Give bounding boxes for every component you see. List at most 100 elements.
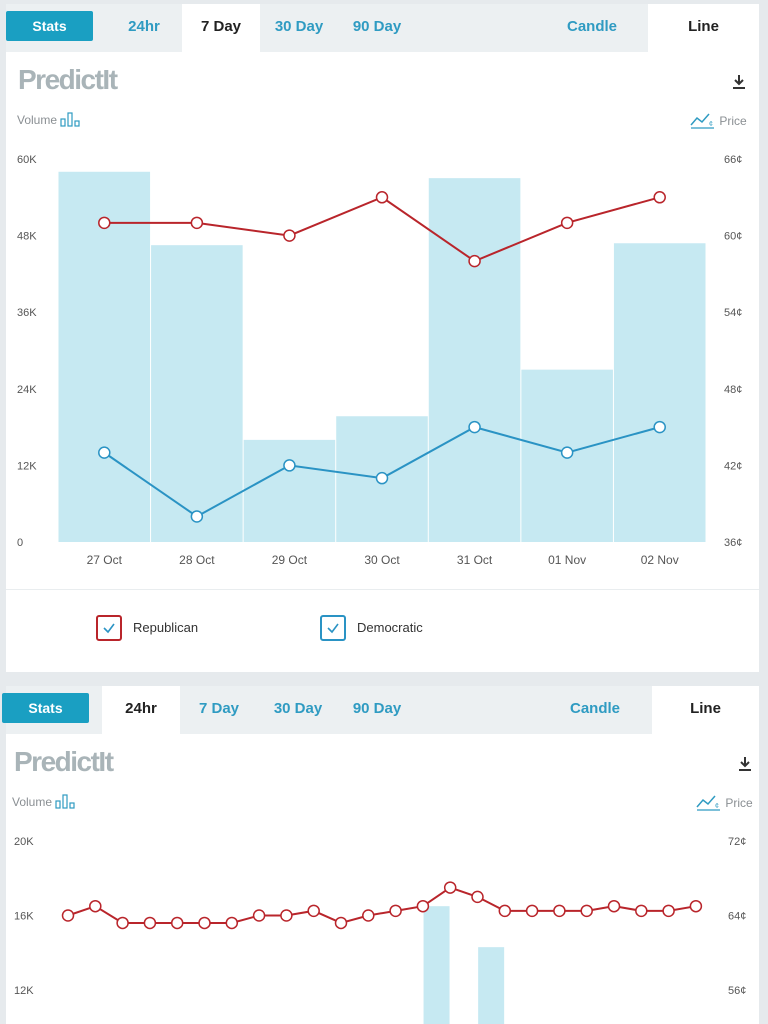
data-point-democratic [653, 420, 666, 434]
y-left-tick-label: 20K [14, 836, 34, 848]
data-point-republican [560, 216, 574, 230]
tab-24hr[interactable]: 24hr [102, 686, 180, 734]
data-point [280, 909, 293, 922]
data-point [307, 904, 320, 918]
volume-bar [478, 947, 505, 1024]
data-point [416, 899, 430, 913]
data-point-republican [283, 229, 296, 242]
data-point-democratic [283, 459, 296, 472]
y-left-tick-label: 36K [17, 307, 37, 319]
chart-7day: 0 12K 24K 36K 48K 60K 36¢ 42¢ 48¢ 54¢ 60¢ 66¢ 27 Oct… [17, 154, 742, 567]
y-left-tick-label: 0 [17, 537, 23, 549]
volume-label: Volume [12, 795, 53, 809]
chart-24hr: 12K 16K 20K 56¢ 64¢ 72¢ [14, 836, 746, 1024]
volume-bar [423, 906, 450, 1024]
volume-bar [243, 439, 336, 542]
tab-30day[interactable]: 30 Day [273, 700, 323, 717]
x-tick-label: 30 Oct [364, 553, 400, 567]
x-tick-label: 02 Nov [641, 553, 679, 567]
tab-line[interactable]: Line [652, 686, 759, 734]
chart-panel-24hr: Stats 24hr 7 Day 30 Day 90 Day Candle Li… [2, 686, 759, 1024]
data-point [198, 916, 211, 930]
data-point [525, 904, 539, 918]
line-chart-icon: ¢ [690, 113, 714, 129]
data-point [689, 899, 703, 913]
data-point [170, 916, 184, 930]
stats-button[interactable]: Stats [6, 11, 93, 41]
predictit-logo: PredictIt [18, 64, 118, 95]
volume-bar [151, 245, 243, 543]
y-right-tick-label: 56¢ [728, 985, 746, 997]
data-point [443, 881, 457, 894]
volume-axis-title: Volume [12, 793, 77, 809]
line-chart-icon: ¢ [696, 795, 720, 811]
data-point-democratic [190, 510, 204, 523]
price-label: Price [719, 114, 747, 128]
tab-24hr[interactable]: 24hr [128, 18, 160, 35]
data-point [471, 890, 484, 904]
tab-30day[interactable]: 30 Day [274, 18, 324, 35]
svg-text:¢: ¢ [715, 803, 719, 810]
tab-7day[interactable]: 7 Day [182, 4, 260, 52]
chart-panel-7day: Stats 24hr 7 Day 30 Day 90 Day Candle Li… [6, 4, 759, 672]
price-axis-title: ¢ Price [696, 793, 753, 811]
data-point-republican [653, 191, 666, 204]
price-axis-title: ¢ Price [690, 111, 747, 129]
data-point [143, 916, 157, 930]
data-point [225, 916, 239, 930]
data-point [553, 904, 566, 918]
svg-text:¢: ¢ [709, 121, 713, 128]
data-point-democratic [468, 420, 481, 434]
y-left-tick-label: 24K [17, 384, 37, 396]
price-label: Price [725, 796, 753, 810]
tab-candle[interactable]: Candle [566, 18, 617, 35]
bar-chart-icon [60, 112, 80, 127]
data-point [580, 904, 593, 918]
tab-bar: Stats 24hr 7 Day 30 Day 90 Day Candle Li… [6, 4, 759, 52]
x-tick-label: 01 Nov [548, 553, 586, 567]
volume-label: Volume [17, 113, 58, 127]
check-icon [103, 623, 115, 634]
legend-label-republican: Republican [133, 620, 199, 635]
data-point [61, 909, 75, 922]
data-point-republican [190, 216, 204, 230]
data-point-democratic [375, 471, 389, 485]
y-right-tick-label: 42¢ [724, 460, 742, 472]
data-point [89, 899, 102, 913]
series-line [67, 886, 697, 925]
y-left-tick-label: 60K [17, 154, 37, 166]
download-icon[interactable] [731, 74, 747, 90]
y-right-tick-label: 60¢ [724, 231, 742, 243]
volume-bar [613, 243, 706, 542]
data-point [334, 916, 348, 930]
legend-checkbox-republican[interactable] [96, 615, 122, 641]
y-right-tick-label: 66¢ [724, 154, 742, 166]
x-tick-label: 29 Oct [272, 553, 308, 567]
tab-90day[interactable]: 90 Day [352, 18, 402, 35]
y-right-tick-label: 72¢ [728, 836, 746, 848]
y-left-tick-label: 16K [14, 911, 34, 923]
chart-legend: Republican Democratic [6, 589, 759, 672]
volume-axis-title: Volume [17, 111, 82, 127]
tab-line[interactable]: Line [648, 4, 759, 52]
data-point [116, 916, 129, 930]
y-left-tick-label: 12K [17, 460, 37, 472]
tab-candle[interactable]: Candle [569, 700, 620, 717]
y-right-tick-label: 64¢ [728, 911, 746, 923]
y-right-tick-label: 54¢ [724, 307, 742, 319]
data-point-democratic [98, 446, 111, 459]
volume-bar [428, 178, 521, 542]
y-right-tick-label: 48¢ [724, 384, 742, 396]
tab-bar: Stats 24hr 7 Day 30 Day 90 Day Candle Li… [2, 686, 759, 734]
data-point [607, 899, 621, 913]
data-point-republican [468, 254, 481, 268]
stats-button[interactable]: Stats [2, 693, 89, 723]
download-icon[interactable] [737, 756, 753, 772]
y-left-tick-label: 12K [14, 985, 34, 997]
x-tick-label: 28 Oct [179, 553, 215, 567]
legend-checkbox-democratic[interactable] [320, 615, 346, 641]
tab-7day[interactable]: 7 Day [198, 700, 240, 717]
tab-90day[interactable]: 90 Day [352, 700, 402, 717]
check-icon [327, 623, 339, 634]
data-point-democratic [560, 446, 574, 459]
